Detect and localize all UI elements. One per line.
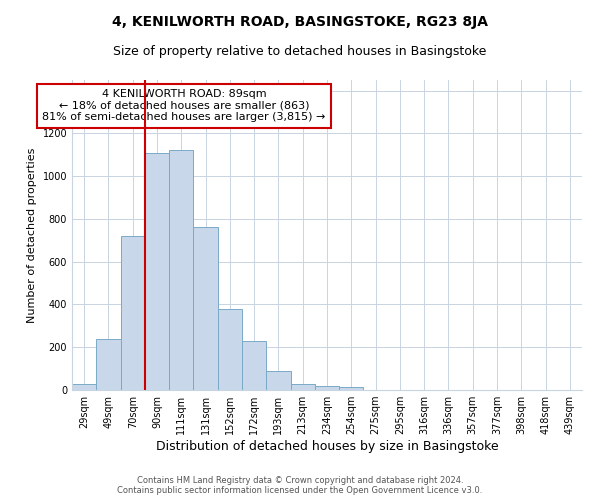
Bar <box>72 384 96 390</box>
Bar <box>96 338 121 390</box>
Text: Contains HM Land Registry data © Crown copyright and database right 2024.
Contai: Contains HM Land Registry data © Crown c… <box>118 476 482 495</box>
Y-axis label: Number of detached properties: Number of detached properties <box>27 148 37 322</box>
Bar <box>193 227 218 390</box>
Bar <box>242 341 266 390</box>
Text: 4, KENILWORTH ROAD, BASINGSTOKE, RG23 8JA: 4, KENILWORTH ROAD, BASINGSTOKE, RG23 8J… <box>112 15 488 29</box>
Bar <box>121 236 145 390</box>
Bar <box>218 309 242 390</box>
Bar <box>266 371 290 390</box>
Bar <box>339 388 364 390</box>
Text: 4 KENILWORTH ROAD: 89sqm
← 18% of detached houses are smaller (863)
81% of semi-: 4 KENILWORTH ROAD: 89sqm ← 18% of detach… <box>42 90 326 122</box>
Bar <box>145 153 169 390</box>
Bar <box>290 384 315 390</box>
X-axis label: Distribution of detached houses by size in Basingstoke: Distribution of detached houses by size … <box>155 440 499 453</box>
Text: Size of property relative to detached houses in Basingstoke: Size of property relative to detached ho… <box>113 45 487 58</box>
Bar <box>169 150 193 390</box>
Bar <box>315 386 339 390</box>
